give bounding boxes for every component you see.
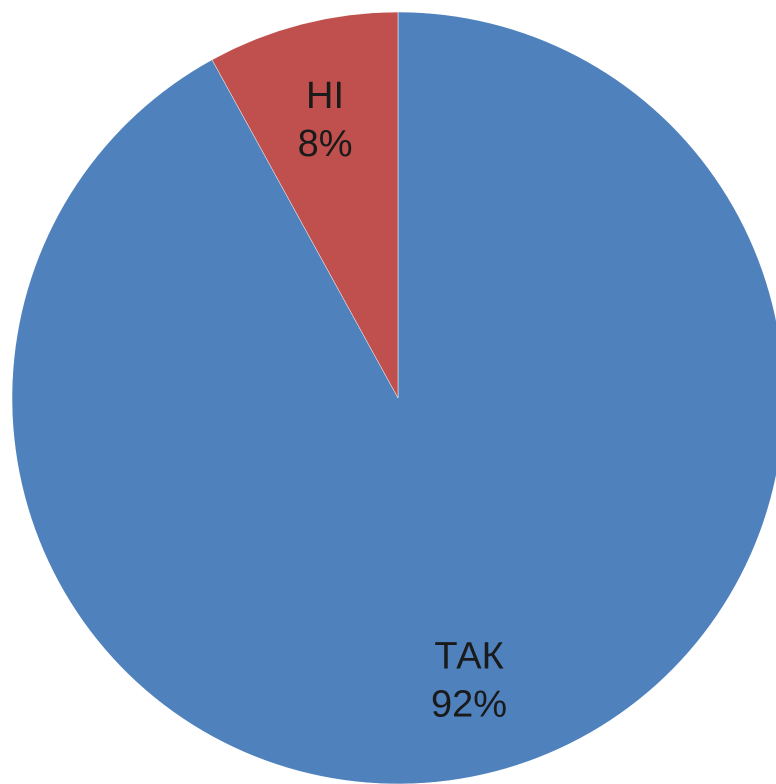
pie-labels: ТАК 92% НІ 8%	[298, 75, 507, 726]
slice-category-label: НІ	[306, 75, 344, 117]
pie-slice-tak	[11, 11, 776, 784]
pie-slices	[11, 11, 776, 784]
pie-slice-ni	[211, 11, 399, 399]
slice-percent-label: 8%	[298, 123, 353, 165]
slice-percent-label: 92%	[431, 684, 507, 726]
slice-category-label: ТАК	[434, 636, 503, 678]
